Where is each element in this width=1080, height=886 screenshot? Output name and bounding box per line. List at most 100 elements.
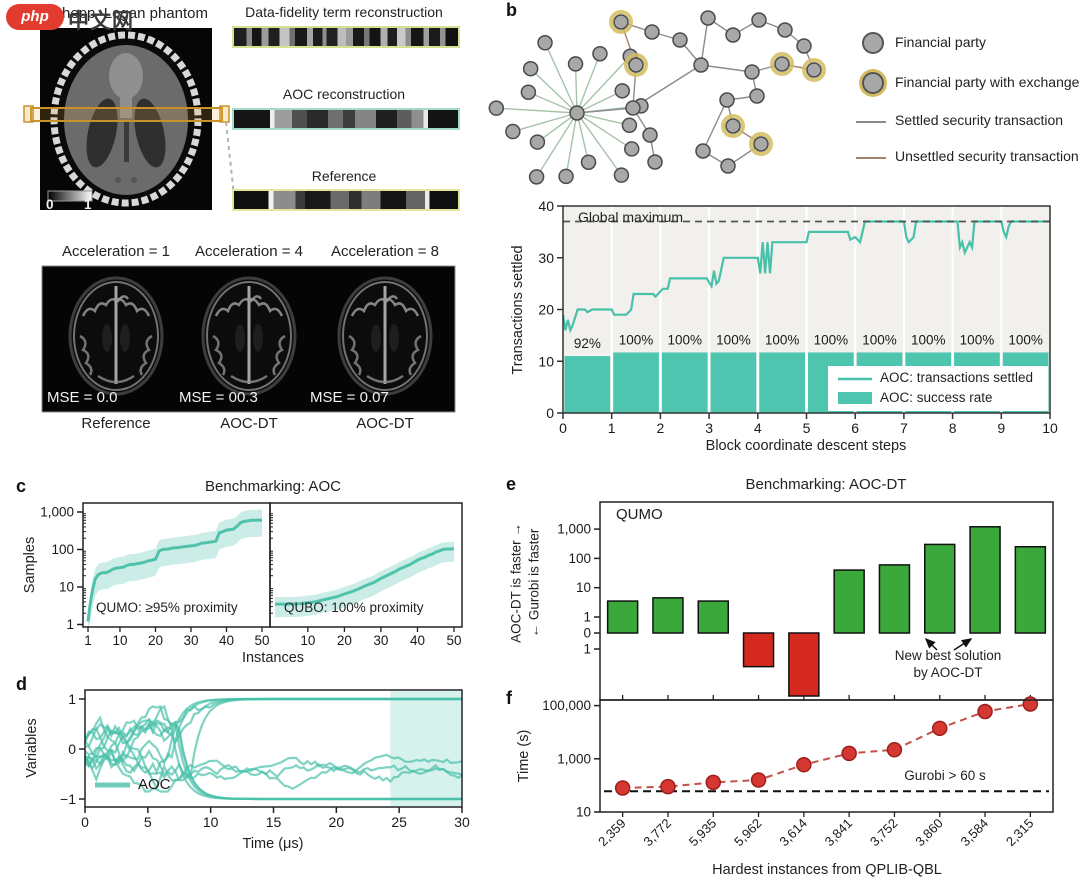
c-qubo-label: QUBO: 100% proximity xyxy=(284,600,424,615)
legend-financial-party: Financial party xyxy=(895,34,987,50)
f-xlabel: Hardest instances from QPLIB-QBL xyxy=(712,862,942,878)
strip-title-aoc: AOC reconstruction xyxy=(282,86,406,102)
success-rate-label: 100% xyxy=(667,332,702,347)
financial-party-node xyxy=(621,117,638,134)
panel-label-d: d xyxy=(16,674,27,694)
tick-label: 3 xyxy=(705,420,713,436)
mri-brain-images xyxy=(41,265,456,413)
instance-tick-label: 3,614 xyxy=(776,816,810,850)
tick-label: 1 xyxy=(66,617,74,632)
success-rate-bar xyxy=(564,356,611,413)
tick-label: 1,000 xyxy=(40,505,74,520)
speedup-bar xyxy=(833,569,865,634)
success-rate-label: 100% xyxy=(814,332,849,347)
confidence-band xyxy=(275,541,454,618)
financial-party-node xyxy=(796,38,812,54)
annotation-arrow xyxy=(924,637,938,651)
d-ylabel: Variables xyxy=(24,718,40,778)
tick-label: 25 xyxy=(391,814,407,830)
tick-label: 30 xyxy=(373,633,388,648)
c-qumo-label: QUMO: ≥95% proximity xyxy=(96,600,238,615)
financial-party-node xyxy=(725,27,741,43)
speedup-bar xyxy=(652,597,684,634)
financial-party-node xyxy=(719,92,735,108)
success-rate-bar xyxy=(661,352,708,413)
financial-party-node xyxy=(693,57,709,73)
variable-trace xyxy=(84,704,462,801)
financial-party-node xyxy=(529,134,546,150)
panel-label-f: f xyxy=(506,688,512,708)
settled-transaction-edge xyxy=(702,99,728,152)
tick-label: 20 xyxy=(148,633,163,648)
settled-line-icon xyxy=(856,121,886,123)
time-data-point xyxy=(886,741,903,758)
financial-party-node xyxy=(522,60,539,77)
instance-tick-label: 3,772 xyxy=(640,816,674,850)
speedup-bar xyxy=(1014,545,1047,634)
instance-tick-label: 3,841 xyxy=(822,816,856,850)
financial-party-node xyxy=(642,127,658,143)
c-xlabel: Instances xyxy=(241,650,305,666)
financial-party-node xyxy=(625,100,641,116)
c-ylabel: Samples xyxy=(22,536,38,594)
mri-mse-1: MSE = 0.0 xyxy=(47,389,118,406)
success-rate-label: 100% xyxy=(716,332,751,347)
legend-financial-party-exchange: Financial party with exchange xyxy=(895,74,1080,90)
samples-line xyxy=(275,547,455,606)
watermark-text: 中文网 xyxy=(68,10,134,33)
c-title: Benchmarking: AOC xyxy=(205,478,341,495)
e-annotation-line1: New best solution xyxy=(894,648,1002,663)
tick-label: 2 xyxy=(657,420,665,436)
strip-datafidelity xyxy=(232,26,460,48)
time-data-point xyxy=(932,720,948,737)
tick-label: 100 xyxy=(51,542,74,557)
financial-network-diagram xyxy=(488,10,826,185)
financial-party-node xyxy=(528,169,545,185)
tick-label: 10 xyxy=(538,353,554,369)
phantom-row-highlight xyxy=(30,107,223,122)
e-ylabel-bottom: ← Gurobi is faster xyxy=(526,528,542,638)
financial-party-node xyxy=(744,64,760,80)
financial-party-icon xyxy=(862,32,884,54)
financial-party-node xyxy=(647,154,663,170)
tick-label: 0 xyxy=(68,741,76,757)
tick-label: 0 xyxy=(546,405,554,421)
variables-time-chart: 10−10 5 10 15 20 25 30 xyxy=(60,689,470,830)
mri-label-2: AOC-DT xyxy=(220,415,278,432)
tick-label: 1 xyxy=(84,633,92,648)
financial-party-node xyxy=(488,100,505,116)
success-rate-label: 100% xyxy=(862,332,897,347)
tick-label: 5 xyxy=(803,420,811,436)
time-trend-line xyxy=(622,703,1031,789)
tick-label: 20 xyxy=(337,633,352,648)
strip-title-reference: Reference xyxy=(311,168,377,184)
financial-party-exchange-node xyxy=(725,118,741,134)
time-data-point xyxy=(750,772,767,788)
tick-label: 1 xyxy=(583,610,591,625)
legend-unsettled: Unsettled security transaction xyxy=(895,148,1079,164)
success-rate-label: 100% xyxy=(765,332,800,347)
tick-label: 30 xyxy=(538,250,554,266)
b-ylabel: Transactions settled xyxy=(510,245,526,375)
global-maximum-label: Global maximum xyxy=(578,209,684,225)
confidence-band xyxy=(88,509,262,627)
financial-party-node xyxy=(700,10,716,26)
speedup-bar xyxy=(878,564,911,634)
tick-label: 1 xyxy=(68,691,76,707)
tick-label: 10 xyxy=(59,580,74,595)
financial-party-node xyxy=(567,56,584,72)
f-ylabel: Time (s) xyxy=(516,729,532,783)
instance-tick-label: 2,359 xyxy=(595,816,629,850)
financial-party-node xyxy=(720,158,736,174)
tick-label: 20 xyxy=(538,302,554,318)
b-xlabel: Block coordinate descent steps xyxy=(705,438,907,454)
financial-party-node xyxy=(592,46,608,62)
tick-label: 40 xyxy=(410,633,425,648)
legend-settled: Settled security transaction xyxy=(895,112,1064,128)
success-rate-bar xyxy=(710,352,757,413)
tick-label: 4 xyxy=(754,420,762,436)
financial-party-node xyxy=(613,167,630,183)
f-threshold-label: Gurobi > 60 s xyxy=(904,768,986,783)
zoom-connector-line xyxy=(225,121,235,196)
tick-label: 1,000 xyxy=(557,522,591,537)
